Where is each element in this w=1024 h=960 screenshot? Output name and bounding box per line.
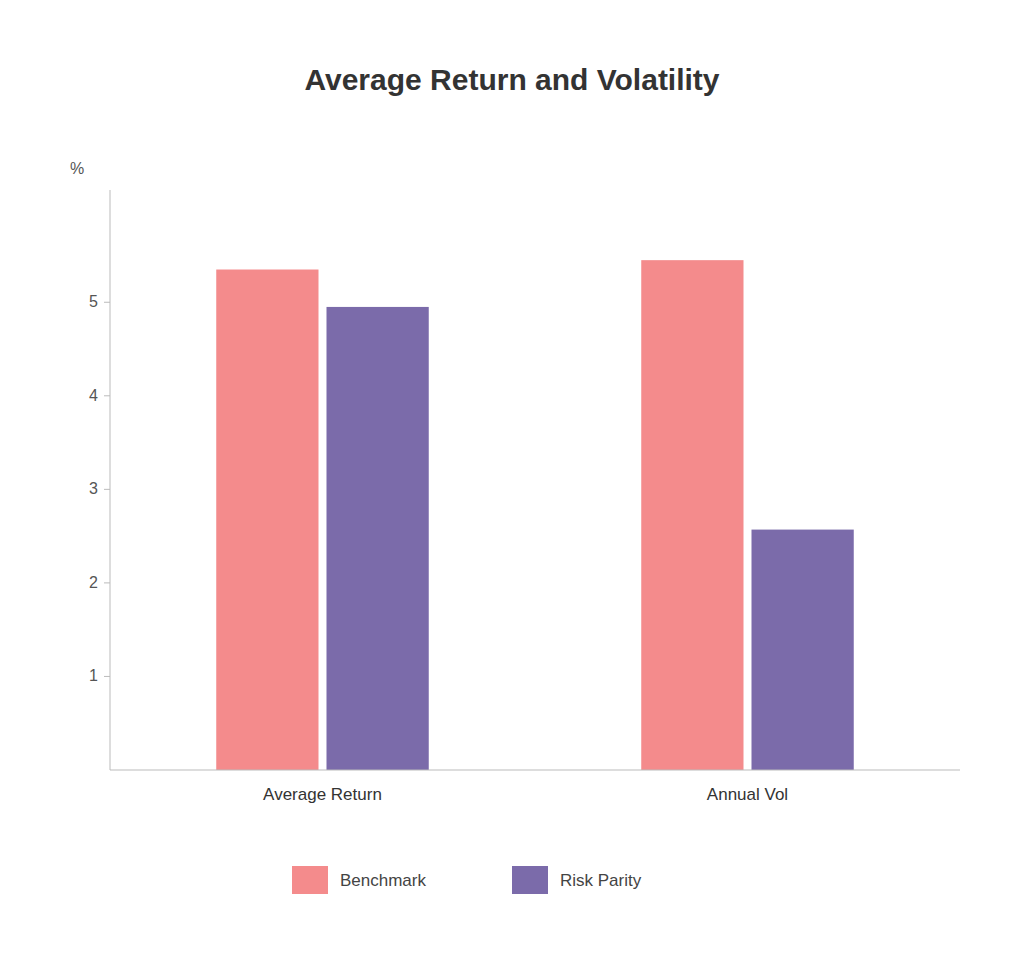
- axes: 1 2 3 4 5: [89, 293, 110, 684]
- y-tick: [104, 676, 110, 677]
- legend-label: Risk Parity: [560, 871, 642, 890]
- y-axis-label: %: [70, 160, 84, 177]
- bar: [752, 530, 854, 770]
- chart-container: Average Return and Volatility% 1 2 3 4 5 Avera…: [0, 0, 1024, 960]
- bars: [216, 260, 854, 770]
- y-tick: [104, 302, 110, 303]
- y-tick-label: 3: [89, 480, 98, 497]
- x-tick-label: Annual Vol: [707, 785, 788, 804]
- y-axis-line: [110, 190, 111, 770]
- legend-label: Benchmark: [340, 871, 426, 890]
- y-tick-label: 4: [89, 387, 98, 404]
- legend-swatch: [292, 866, 328, 894]
- y-tick-label: 1: [89, 667, 98, 684]
- y-tick: [104, 489, 110, 490]
- legend-swatch: [512, 866, 548, 894]
- y-tick-label: 2: [89, 574, 98, 591]
- legend: Benchmark Risk Parity: [292, 866, 642, 894]
- bar: [641, 260, 743, 770]
- y-tick: [104, 582, 110, 583]
- title: Average Return and Volatility: [304, 63, 719, 96]
- bar: [216, 270, 318, 770]
- chart-svg: Average Return and Volatility% 1 2 3 4 5 Avera…: [0, 0, 1024, 960]
- x-tick-label: Average Return: [263, 785, 382, 804]
- y-tick-label: 5: [89, 293, 98, 310]
- x-axis-line: [110, 770, 960, 771]
- y-tick: [104, 395, 110, 396]
- bar: [327, 307, 429, 770]
